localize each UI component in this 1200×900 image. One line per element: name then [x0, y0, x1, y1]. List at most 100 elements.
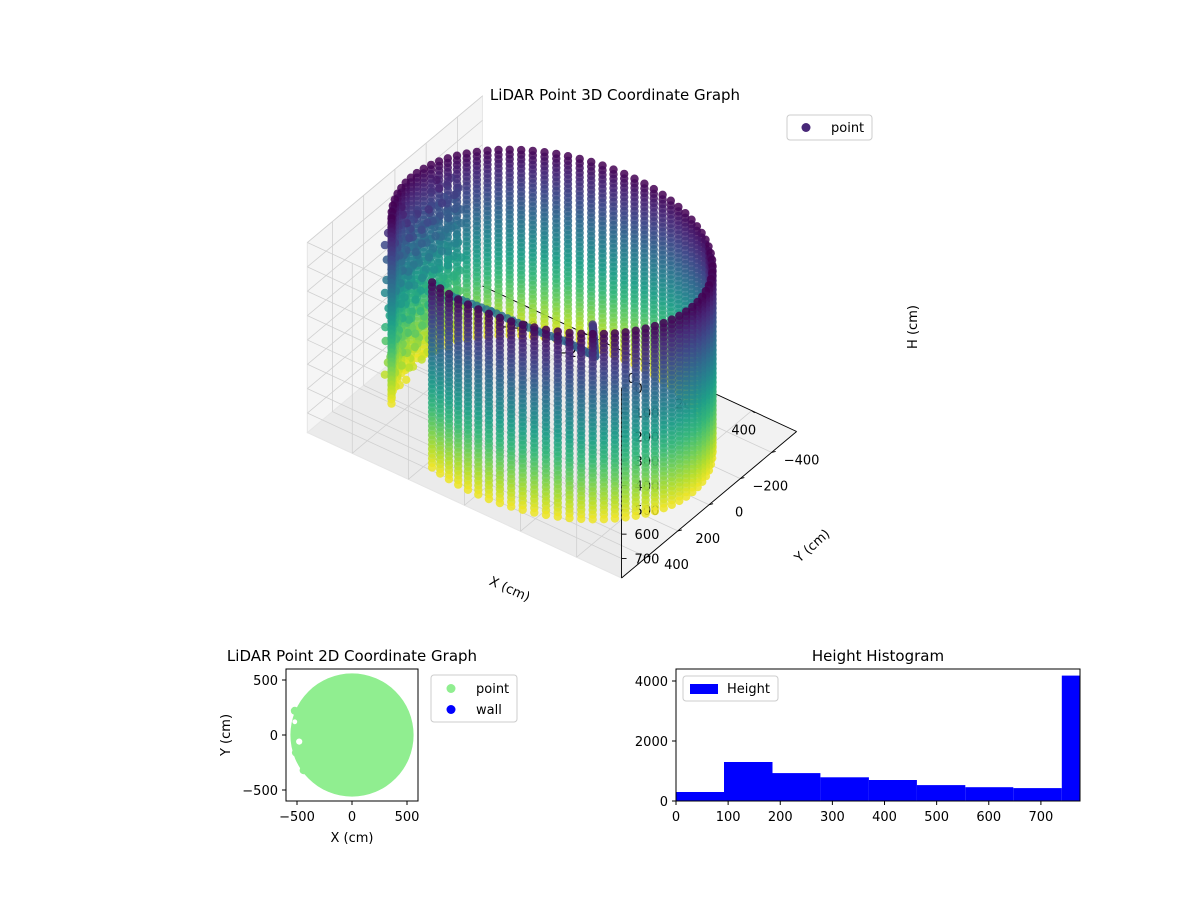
lidar-point — [424, 205, 433, 214]
lidar-point — [437, 199, 447, 208]
chart-3d: LiDAR Point 3D Coordinate Graph −400 −200… — [306, 86, 921, 605]
chart-2d-x-axis-label: X (cm) — [331, 831, 374, 846]
chart-histogram: Height Histogram 0 100 200 300 400 500 600 7000… — [635, 647, 1081, 825]
lidar-point — [403, 328, 412, 337]
chart-3d-x-axis-label: X (cm) — [487, 574, 532, 605]
lidar-point — [405, 233, 414, 243]
lidar-point — [450, 190, 459, 200]
lidar-point — [430, 265, 439, 274]
histogram-bar — [772, 773, 821, 801]
scan-gap — [292, 719, 298, 725]
lidar-point — [588, 515, 597, 524]
lidar-point — [495, 498, 505, 508]
lidar-point — [407, 307, 417, 316]
chart-3d-title: LiDAR Point 3D Coordinate Graph — [490, 86, 740, 104]
lidar-point — [659, 504, 668, 513]
z-tick-label: 700 — [635, 553, 660, 568]
lidar-point — [577, 514, 586, 524]
lidar-point — [484, 494, 494, 504]
x-tick — [751, 410, 755, 414]
lidar-point — [621, 513, 630, 522]
lidar-point — [404, 281, 413, 290]
lidar-point — [411, 247, 420, 257]
lidar-point — [675, 496, 684, 506]
histogram-bar — [1013, 788, 1062, 801]
lidar-point — [541, 510, 551, 520]
lidar-point — [444, 213, 453, 223]
x-tick-label: 0 — [348, 810, 356, 825]
lidar-point — [610, 514, 620, 523]
x-tick-label: 500 — [395, 810, 420, 825]
lidar-point — [411, 329, 420, 338]
y-tick-label: 2000 — [635, 735, 668, 750]
x-tick-label: 100 — [716, 810, 741, 825]
x-tick-label: 200 — [768, 810, 793, 825]
lidar-point — [474, 490, 483, 499]
y-axis-line — [621, 431, 797, 579]
lidar-point — [565, 513, 574, 523]
chart-histogram-legend-frame — [682, 675, 779, 702]
y-tick — [740, 477, 745, 480]
chart-histogram-ticks: 0 100 200 300 400 500 600 700 0 2000 4000 — [635, 675, 1053, 825]
y-tick-label: −500 — [242, 784, 278, 799]
lidar-point — [436, 469, 445, 478]
chart-2d: LiDAR Point 2D Coordinate Graph −500 0 500… — [219, 647, 518, 846]
lidar-point — [443, 247, 453, 256]
lidar-point — [397, 361, 406, 370]
y-tick-label: 0 — [735, 506, 743, 521]
lidar-point — [433, 258, 443, 267]
histogram-bar — [820, 777, 869, 801]
lidar-point — [402, 375, 411, 384]
lidar-point — [688, 487, 697, 497]
y-tick — [646, 555, 651, 558]
lidar-point — [380, 370, 390, 379]
point-marker — [296, 724, 305, 733]
y-tick-label: 4000 — [635, 675, 668, 690]
point-marker — [291, 748, 300, 757]
grid-z-left — [307, 95, 483, 243]
chart-2d-legend-point-marker — [446, 684, 456, 693]
lidar-point — [450, 239, 460, 248]
scan-gap — [296, 738, 303, 745]
lidar-point — [431, 231, 440, 241]
x-tick-label: 400 — [731, 424, 756, 439]
chart-histogram-bars — [676, 675, 1080, 801]
histogram-bar — [676, 792, 724, 801]
lidar-point — [553, 512, 562, 521]
lidar-point — [454, 480, 463, 489]
chart-2d-y-axis-label: Y (cm) — [219, 714, 234, 757]
chart-histogram-title: Height Histogram — [812, 647, 944, 665]
lidar-point — [463, 485, 473, 494]
scan-gap — [287, 759, 294, 766]
x-tick-label: −500 — [279, 810, 315, 825]
histogram-bar — [724, 762, 773, 801]
histogram-bar — [868, 780, 917, 801]
lidar-point — [417, 225, 426, 234]
y-tick-label: −400 — [784, 453, 820, 468]
chart-3d-z-axis-label: H (cm) — [906, 305, 921, 349]
chart-3d-legend-marker — [801, 123, 811, 132]
lidar-point — [530, 508, 539, 517]
y-tick — [771, 450, 776, 453]
chart-3d-legend-label: point — [831, 121, 864, 136]
chart-2d-plot-area — [287, 673, 414, 797]
point-marker — [299, 766, 308, 775]
lidar-point — [418, 273, 427, 283]
chart-3d-points — [380, 145, 717, 524]
lidar-point — [427, 463, 437, 472]
histogram-bar — [965, 787, 1014, 801]
lidar-point — [667, 500, 676, 509]
y-tick-label: 500 — [253, 674, 278, 689]
lidar-point — [404, 315, 414, 324]
x-tick-label: 0 — [627, 372, 635, 387]
chart-histogram-frame — [675, 668, 1081, 802]
z-tick-label: 600 — [635, 528, 660, 543]
x-tick-label: 600 — [976, 810, 1001, 825]
chart-2d-legend-point-label: point — [476, 682, 509, 697]
lidar-point — [396, 299, 406, 309]
lidar-point — [444, 475, 454, 484]
chart-3d-y-axis-label: Y (cm) — [791, 527, 833, 567]
lidar-point — [410, 342, 419, 352]
lidar-point — [380, 240, 390, 250]
